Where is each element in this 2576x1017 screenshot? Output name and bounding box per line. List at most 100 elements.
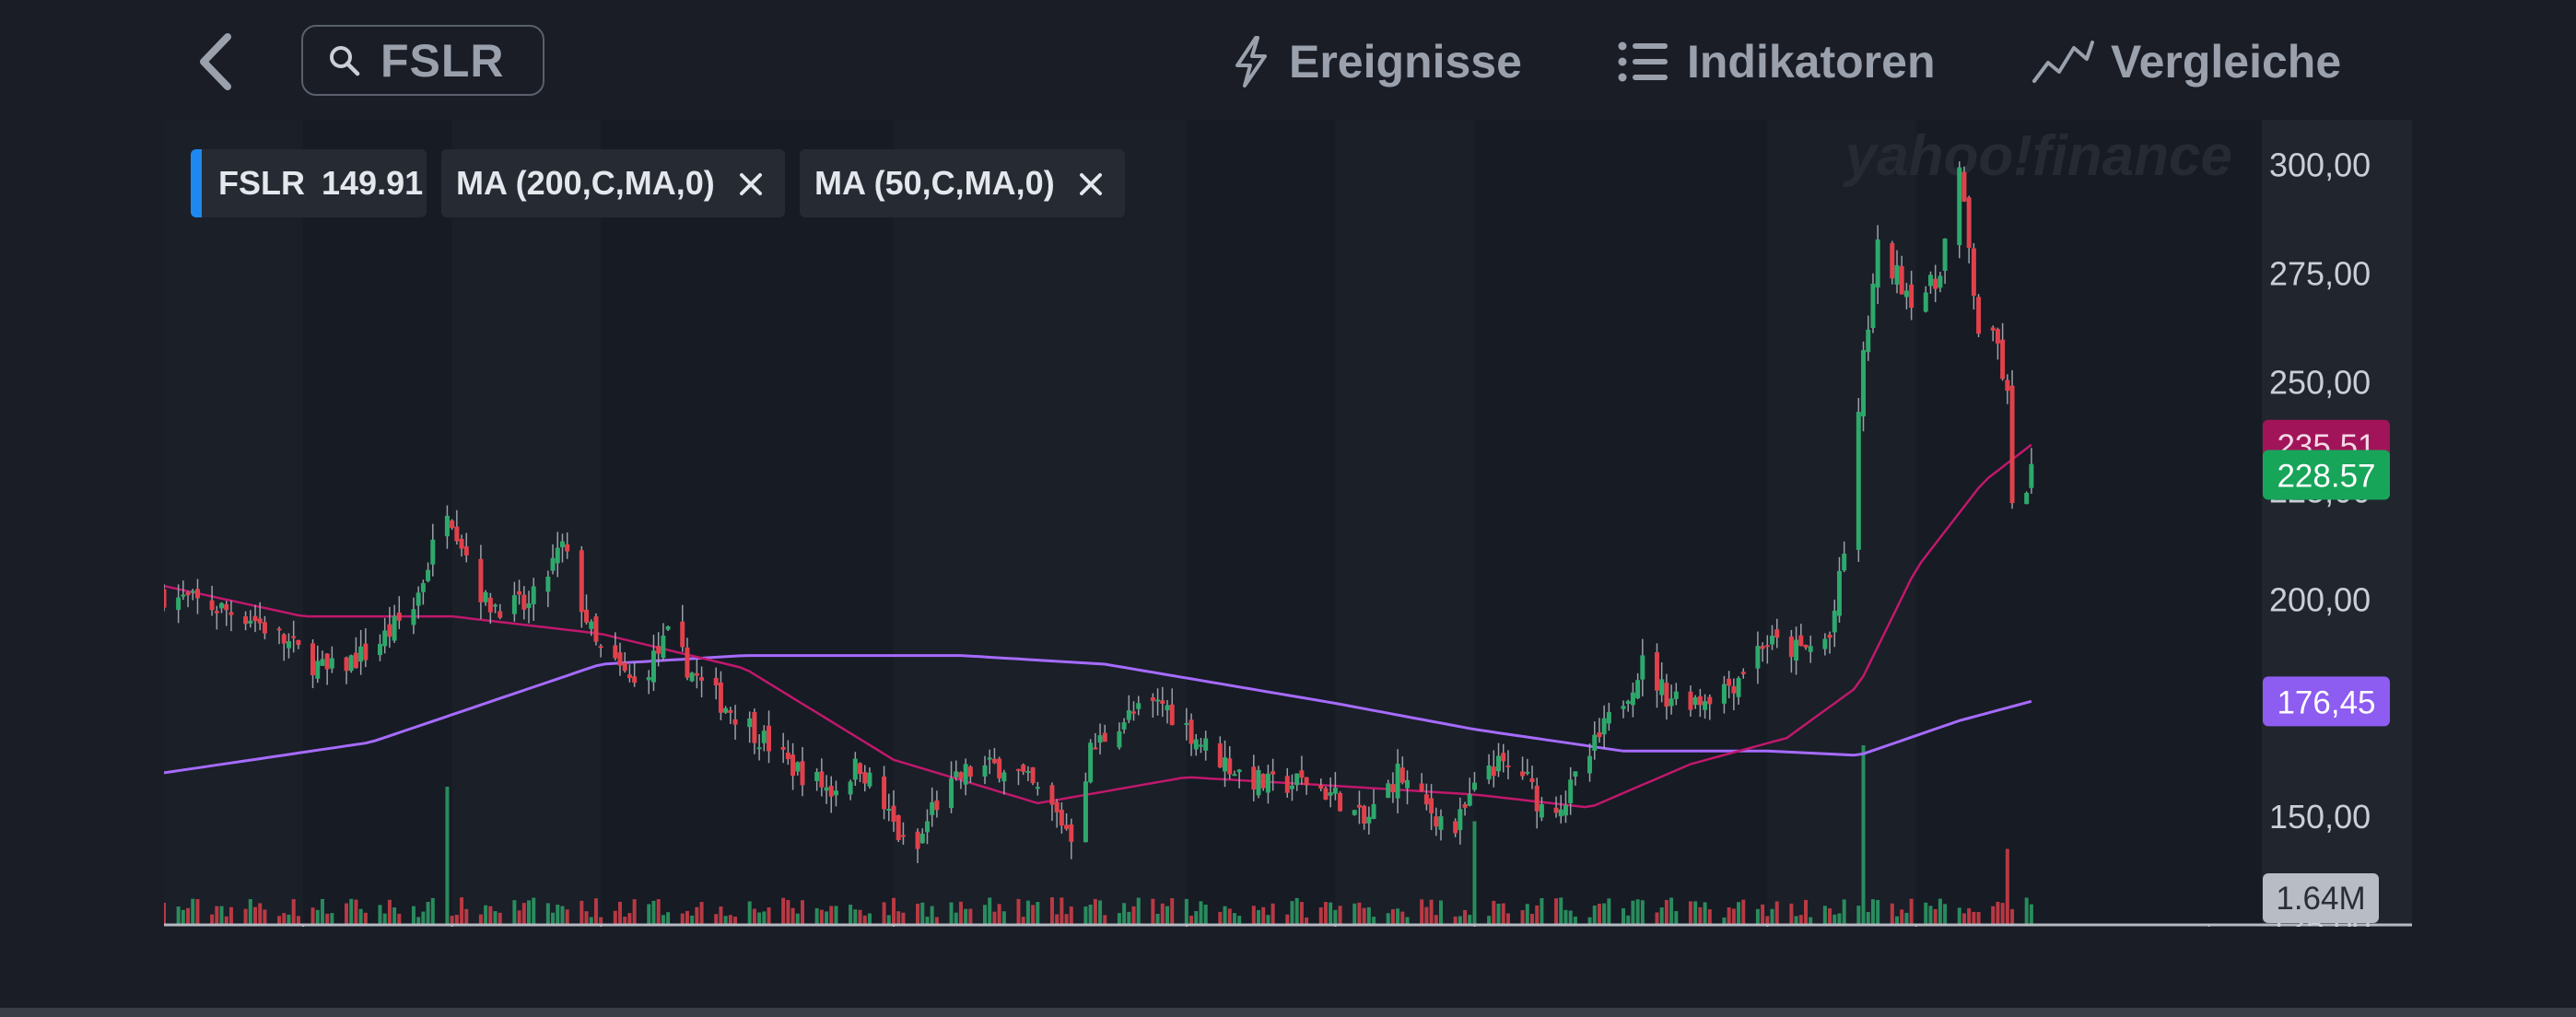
candle xyxy=(1938,272,1943,293)
volume-bar xyxy=(1996,901,2000,925)
candle xyxy=(555,532,560,578)
volume-bar xyxy=(1755,908,1760,925)
candle xyxy=(521,586,527,620)
volume-bar xyxy=(1731,908,1736,925)
volume-bar xyxy=(176,906,181,925)
candle xyxy=(219,602,225,614)
volume-bar xyxy=(1804,899,1808,925)
candle xyxy=(1803,644,1809,650)
candle xyxy=(176,584,181,624)
candle xyxy=(1155,688,1161,716)
candle xyxy=(1890,240,1895,285)
candle xyxy=(382,617,388,654)
volume-bar xyxy=(1463,910,1468,925)
candle xyxy=(463,532,469,563)
candle xyxy=(1592,721,1598,760)
volume-bar xyxy=(1972,911,1976,925)
volume-bar xyxy=(1299,902,1304,925)
volume-bar xyxy=(1305,917,1309,925)
candle xyxy=(882,766,887,820)
candle xyxy=(1520,756,1526,780)
candle xyxy=(982,755,988,785)
indicators-button[interactable]: Indikatoren xyxy=(1617,29,1935,94)
volume-bar xyxy=(320,898,324,925)
remove-ma200-button[interactable] xyxy=(739,160,763,206)
volume-bar xyxy=(1223,906,1227,925)
candle xyxy=(1573,771,1578,786)
volume-bar xyxy=(1333,909,1338,925)
watermark: yahoo!finance xyxy=(1843,124,2232,188)
volume-bar xyxy=(291,899,296,925)
candle xyxy=(344,656,349,684)
volume-bar xyxy=(1707,909,1712,925)
volume-bar xyxy=(243,908,248,925)
candle xyxy=(713,667,719,700)
volume-bar xyxy=(901,912,906,925)
candle xyxy=(483,590,488,606)
candle xyxy=(852,752,858,787)
candle xyxy=(1755,631,1761,684)
volume-bar xyxy=(426,901,430,925)
volume-bar xyxy=(825,911,829,925)
candle xyxy=(1529,766,1535,789)
candle xyxy=(1284,767,1290,798)
candle xyxy=(967,765,973,784)
candle xyxy=(2000,322,2006,381)
remove-ma50-button[interactable] xyxy=(1079,160,1103,206)
candle xyxy=(650,634,656,692)
candle xyxy=(1338,791,1343,812)
candle xyxy=(459,534,464,557)
candle xyxy=(848,779,853,801)
volume-bar xyxy=(1323,902,1328,925)
volume-bar xyxy=(1559,897,1563,925)
candle xyxy=(1453,818,1458,837)
candle xyxy=(656,632,662,667)
volume-bar xyxy=(1189,916,1194,925)
volume-bar xyxy=(920,902,925,925)
volume-bar xyxy=(1957,907,1961,925)
symbol-search-box[interactable]: FSLR xyxy=(301,25,544,96)
trend-line-icon xyxy=(2032,41,2094,83)
volume-bar xyxy=(1890,903,1894,925)
volume-bar xyxy=(1602,903,1607,925)
candle xyxy=(1703,694,1708,719)
candle xyxy=(747,711,753,743)
back-button[interactable] xyxy=(189,28,244,97)
volume-bar xyxy=(795,913,800,925)
volume-bar xyxy=(1900,909,1904,925)
candle xyxy=(1217,736,1223,768)
candle xyxy=(780,732,786,764)
volume-bar xyxy=(690,915,695,925)
candle xyxy=(795,761,801,776)
ma200-value-badge: 176,45 xyxy=(2263,676,2390,727)
candle xyxy=(185,590,191,608)
candle xyxy=(559,533,565,563)
candle xyxy=(1563,790,1568,824)
candle xyxy=(1299,755,1305,785)
volume-bar xyxy=(1496,903,1501,925)
volume-bar xyxy=(1434,915,1438,925)
candle xyxy=(430,523,436,577)
ma200-line xyxy=(163,654,2032,775)
volume-bar xyxy=(1530,913,1534,925)
compare-button[interactable]: Vergleiche xyxy=(2032,29,2341,94)
chart-canvas[interactable]: yahoo!finance 300,00275,00250,00225,0020… xyxy=(158,120,2412,978)
candle xyxy=(526,590,532,624)
volume-bar xyxy=(1184,898,1188,925)
volume-bar xyxy=(618,901,622,925)
volume-bar xyxy=(747,901,752,925)
price-chart[interactable]: yahoo!finance 300,00275,00250,00225,0020… xyxy=(158,120,2412,978)
events-button[interactable]: Ereignisse xyxy=(1230,29,1522,94)
candle xyxy=(1429,784,1434,830)
candle xyxy=(190,589,195,601)
volume-bar xyxy=(215,906,219,925)
compare-label: Vergleiche xyxy=(2111,36,2342,88)
volume-bar xyxy=(565,909,569,925)
candle xyxy=(1976,294,1982,337)
volume-bar xyxy=(545,903,550,925)
candle xyxy=(1971,242,1976,310)
candle xyxy=(900,822,906,845)
candle xyxy=(598,644,603,658)
volume-bar xyxy=(1294,897,1299,925)
volume-bar xyxy=(1535,905,1540,925)
